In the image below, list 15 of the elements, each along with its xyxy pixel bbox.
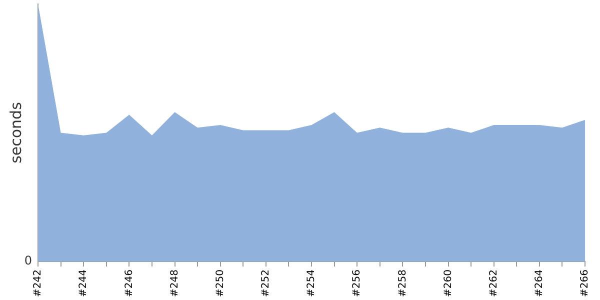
x-tick-label: #256 bbox=[352, 270, 363, 298]
x-tick-label: #258 bbox=[397, 270, 408, 298]
x-tick-label: #252 bbox=[260, 270, 272, 298]
x-tick-label: #260 bbox=[442, 270, 454, 298]
x-tick-label: #242 bbox=[32, 270, 44, 298]
text: 0 bbox=[24, 254, 32, 268]
x-tick-label: #248 bbox=[169, 270, 180, 298]
x-tick-label: #250 bbox=[214, 270, 226, 298]
x-tick-label: #264 bbox=[534, 270, 546, 298]
x-tick-label: #246 bbox=[124, 270, 135, 298]
x-tick-label: #262 bbox=[488, 270, 500, 298]
x-tick-label: #254 bbox=[306, 270, 318, 298]
x-tick-label: #266 bbox=[580, 270, 591, 298]
x-tick-label: #244 bbox=[78, 270, 90, 298]
y-axis-title: seconds bbox=[6, 102, 25, 164]
